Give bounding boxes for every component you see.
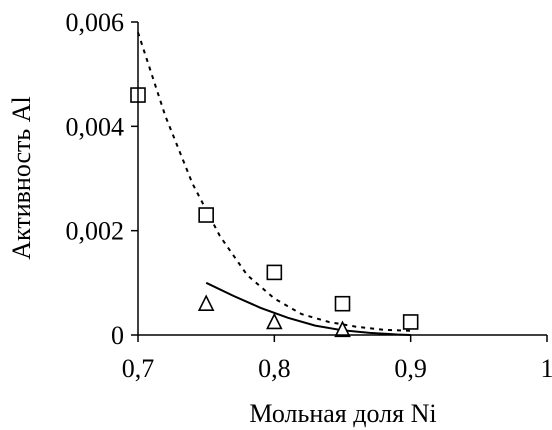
triangle-marker (334, 320, 351, 338)
tick-labels: 0,7 0,8 0,9 1 0 0,002 0,004 0,006 (66, 8, 552, 383)
dotted-trend-curve (137, 32, 411, 332)
x-axis-label: Мольная доля Ni (249, 399, 436, 428)
solid-trend-curve (205, 281, 411, 336)
square-marker (402, 314, 419, 330)
y-tick-label: 0,004 (66, 112, 125, 141)
square-marker (334, 295, 351, 312)
square-marker (198, 207, 214, 223)
x-tick-label: 0,8 (258, 354, 291, 383)
y-tick-label: 0 (111, 321, 124, 350)
trend-curves (137, 32, 411, 336)
square-marker (266, 264, 283, 281)
triangle-marker (266, 312, 283, 330)
axes (131, 21, 548, 342)
x-tick-label: 1 (541, 354, 552, 383)
data-markers (130, 87, 419, 338)
x-tick-label: 0,9 (394, 354, 427, 383)
plot-area: 0,7 0,8 0,9 1 0 0,002 0,004 0,006 (66, 8, 552, 383)
y-tick-label: 0,006 (66, 8, 125, 37)
x-tick-label: 0,7 (122, 354, 155, 383)
y-axis-label: Активность Al (7, 96, 36, 259)
triangle-marker (197, 294, 215, 312)
y-tick-label: 0,002 (66, 217, 125, 246)
